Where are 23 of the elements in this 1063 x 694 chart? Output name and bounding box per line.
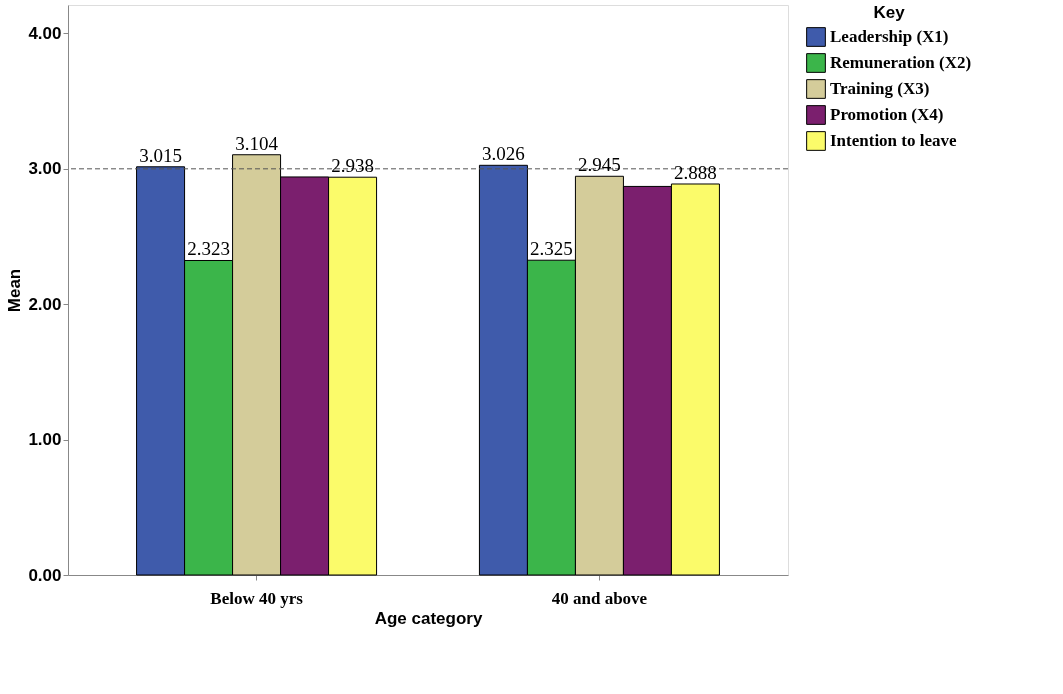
legend-label: Intention to leave [830, 131, 957, 150]
legend-label: Promotion (X4) [830, 105, 944, 124]
x-tick-label: Below 40 yrs [210, 588, 304, 608]
y-tick-label: 0.00 [28, 565, 62, 585]
data-label: 2.945 [578, 154, 621, 176]
x-tick-label: 40 and above [551, 588, 648, 608]
data-label: 2.888 [674, 161, 717, 183]
legend-label: Leadership (X1) [830, 27, 949, 46]
legend-title: Key [873, 3, 906, 22]
y-tick-label: 1.00 [28, 430, 62, 450]
y-axis-title: Mean [5, 268, 25, 313]
data-label: 2.323 [187, 238, 230, 260]
y-tick-label: 2.00 [28, 294, 62, 314]
data-label: 2.938 [331, 155, 374, 177]
legend-label: Training (X3) [830, 79, 930, 98]
x-axis-title: Age category [374, 608, 483, 628]
y-tick-label: 4.00 [28, 23, 62, 43]
data-label: 3.104 [235, 132, 279, 154]
data-label: 3.015 [139, 144, 182, 166]
y-tick-label: 3.00 [28, 159, 62, 179]
data-label: 2.325 [530, 238, 573, 260]
legend-label: Remuneration (X2) [830, 53, 972, 72]
data-label: 3.026 [482, 143, 525, 165]
